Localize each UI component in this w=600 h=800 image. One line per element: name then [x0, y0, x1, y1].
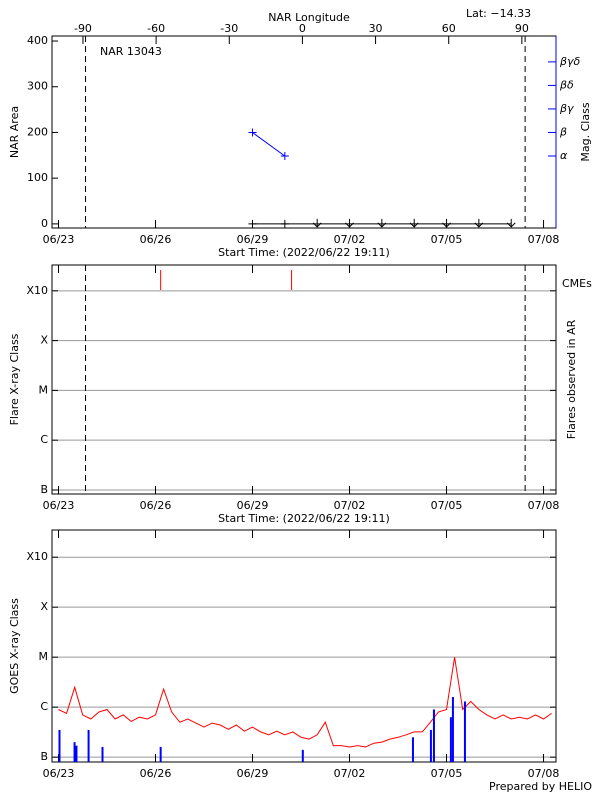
y-axis-label: NAR Area — [8, 106, 21, 158]
marker — [248, 219, 257, 228]
y-tick-label: M — [39, 650, 49, 663]
x-tick-label: 07/02 — [334, 233, 366, 246]
x2-tick-label: -60 — [147, 22, 165, 35]
y-tick-label: B — [40, 750, 48, 763]
y-tick-label: C — [40, 433, 48, 446]
marker — [312, 218, 322, 228]
y-tick-label: X — [40, 600, 48, 613]
series-line — [58, 657, 552, 748]
y2-tick-label: βγ — [559, 102, 574, 115]
x-axis-label: Start Time: (2022/06/22 19:11) — [218, 512, 390, 525]
y-tick-label: X10 — [26, 550, 48, 563]
marker — [345, 218, 354, 228]
marker — [280, 152, 289, 160]
x-tick-label: 06/29 — [237, 767, 269, 780]
marker — [474, 218, 484, 228]
y-tick-label: X10 — [26, 284, 48, 297]
marker — [409, 218, 419, 228]
x-tick-label: 07/05 — [431, 767, 463, 780]
y-tick-label: 0 — [41, 217, 48, 230]
x-tick-label: 07/08 — [528, 233, 560, 246]
x-tick-label: 06/29 — [237, 499, 269, 512]
x-tick-label: 06/26 — [140, 767, 172, 780]
subtitle: Lat: −14.33 — [466, 7, 531, 20]
x-tick-label: 06/26 — [140, 499, 172, 512]
cme-label: CMEs — [562, 277, 592, 290]
marker — [280, 219, 289, 228]
x2-axis-label: NAR Longitude — [268, 11, 350, 24]
y2-tick-label: βδ — [559, 78, 574, 91]
marker — [248, 128, 257, 137]
x-tick-label: 06/26 — [140, 233, 172, 246]
y2-tick-label: α — [560, 149, 568, 162]
y-tick-label: 100 — [27, 171, 48, 184]
y2-tick-label: β — [559, 125, 567, 138]
x2-tick-label: 60 — [442, 22, 456, 35]
x-tick-label: 07/05 — [431, 499, 463, 512]
y-tick-label: 400 — [27, 34, 48, 47]
y-tick-label: B — [40, 483, 48, 496]
marker — [442, 218, 451, 228]
x-tick-label: 06/29 — [237, 233, 269, 246]
x2-tick-label: -90 — [74, 22, 92, 35]
marker — [377, 218, 387, 228]
y-tick-label: C — [40, 700, 48, 713]
y2-tick-label: βγδ — [559, 55, 581, 68]
panel-title: NAR 13043 — [100, 45, 162, 58]
y-axis-label: Flare X-ray Class — [8, 333, 21, 425]
x-tick-label: 07/08 — [528, 499, 560, 512]
series-line — [252, 132, 286, 157]
x-tick-label: 07/02 — [334, 767, 366, 780]
x2-tick-label: 0 — [299, 22, 306, 35]
y-tick-label: X — [40, 334, 48, 347]
x2-tick-label: 90 — [515, 22, 529, 35]
x-tick-label: 06/23 — [43, 767, 75, 780]
y-tick-label: M — [39, 383, 49, 396]
x-tick-label: 07/05 — [431, 233, 463, 246]
plot-frame — [51, 264, 557, 495]
x-axis-label: Start Time: (2022/06/22 19:11) — [218, 246, 390, 259]
y2-axis-label: Flares observed in AR — [565, 319, 578, 439]
y2-axis-label: Mag. Class — [579, 102, 592, 161]
x-tick-label: 07/02 — [334, 499, 366, 512]
y-tick-label: 300 — [27, 80, 48, 93]
x-tick-label: 06/23 — [43, 233, 75, 246]
x2-tick-label: 30 — [369, 22, 383, 35]
marker — [506, 218, 516, 228]
plot-frame — [51, 529, 557, 763]
footer: Prepared by HELIO — [489, 780, 592, 793]
y-tick-label: 200 — [27, 125, 48, 138]
x-tick-label: 07/08 — [528, 767, 560, 780]
x2-tick-label: -30 — [220, 22, 238, 35]
y-axis-label: GOES X-ray Class — [8, 598, 21, 694]
x-tick-label: 06/23 — [43, 499, 75, 512]
